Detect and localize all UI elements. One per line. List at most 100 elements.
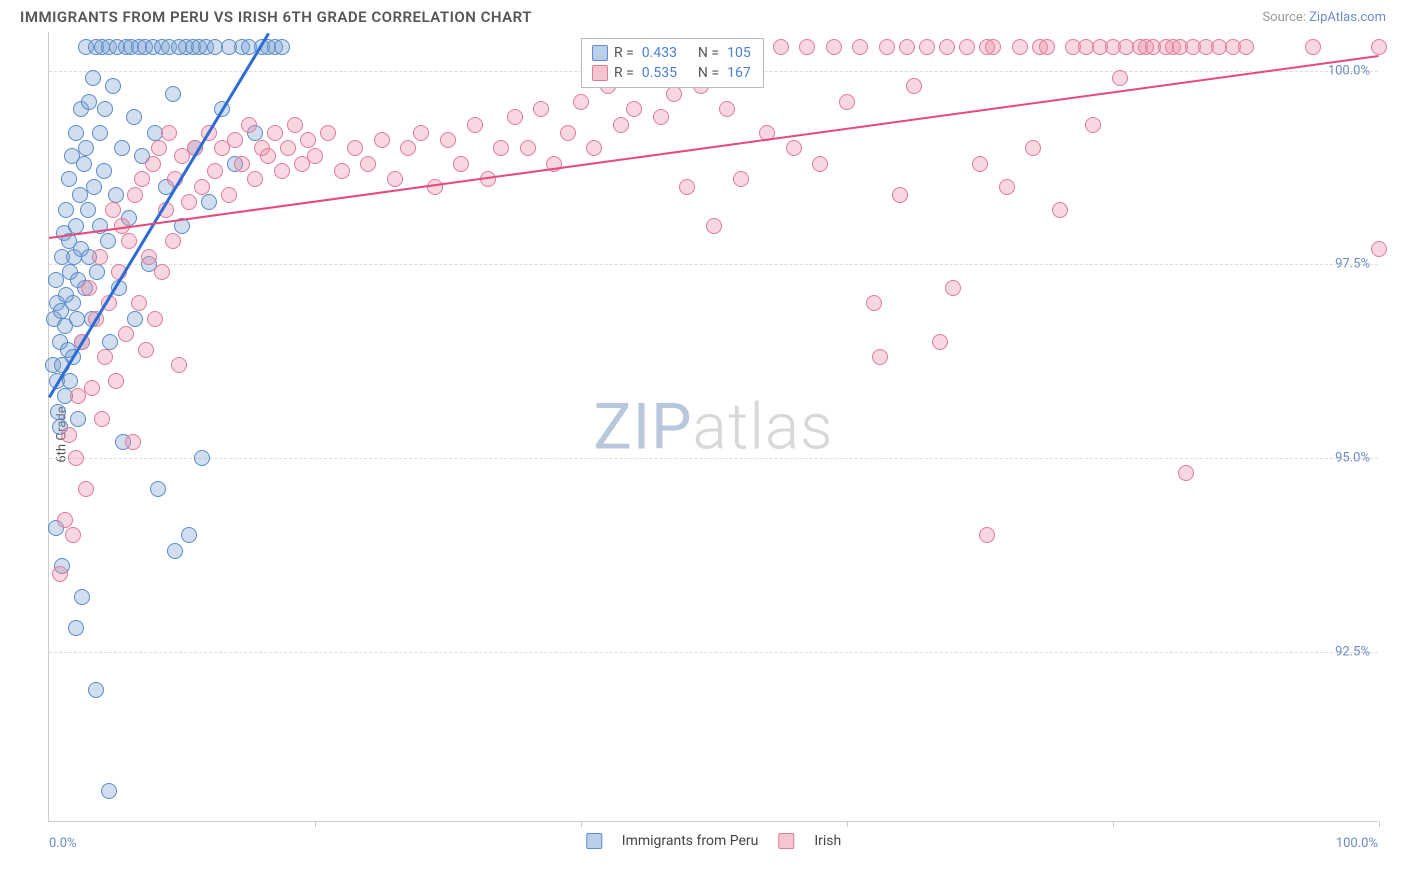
r-label: R = [614, 45, 634, 61]
data-point [181, 527, 197, 543]
x-tick-label: 100.0% [1336, 836, 1378, 851]
data-point [105, 78, 121, 94]
source-link[interactable]: ZipAtlas.com [1309, 10, 1386, 25]
data-point [165, 86, 181, 102]
data-point [84, 380, 100, 396]
data-point [560, 125, 576, 141]
n-label: N = [698, 45, 719, 61]
n-value: 105 [727, 45, 751, 61]
series-legend: Immigrants from PeruIrish [586, 833, 841, 849]
data-point [61, 427, 77, 443]
data-point [114, 140, 130, 156]
y-tick-label: 100.0% [1328, 63, 1370, 78]
data-point [201, 194, 217, 210]
source-label: Source: [1262, 10, 1305, 25]
data-point [906, 78, 922, 94]
data-point [61, 171, 77, 187]
r-label: R = [614, 65, 634, 81]
data-point [68, 218, 84, 234]
data-point [347, 140, 363, 156]
data-point [147, 311, 163, 327]
data-point [69, 311, 85, 327]
data-point [872, 349, 888, 365]
data-point [773, 39, 789, 55]
data-point [1238, 39, 1254, 55]
data-point [799, 39, 815, 55]
data-point [89, 264, 105, 280]
data-point [81, 280, 97, 296]
x-tick [1113, 821, 1114, 827]
watermark-atlas: atlas [693, 389, 834, 464]
watermark: ZIPatlas [593, 389, 833, 464]
data-point [247, 171, 263, 187]
stats-legend-row: R = 0.535 N = 167 [592, 63, 753, 83]
data-point [100, 233, 116, 249]
x-tick [1379, 821, 1380, 827]
data-point [666, 86, 682, 102]
data-point [985, 39, 1001, 55]
data-point [207, 163, 223, 179]
n-value: 167 [727, 65, 751, 81]
data-point [892, 187, 908, 203]
y-tick-label: 95.0% [1335, 450, 1370, 465]
data-point [76, 156, 92, 172]
data-point [141, 249, 157, 265]
data-point [939, 39, 955, 55]
data-point [1305, 39, 1321, 55]
watermark-zip: ZIP [593, 389, 692, 464]
data-point [979, 527, 995, 543]
data-point [92, 125, 108, 141]
x-tick-label: 0.0% [49, 836, 77, 851]
legend-swatch [586, 833, 602, 849]
data-point [70, 411, 86, 427]
data-point [374, 132, 390, 148]
data-point [733, 171, 749, 187]
data-point [138, 342, 154, 358]
chart-wrap: 6th Grade ZIPatlas 100.0%97.5%95.0%92.5%… [48, 32, 1386, 822]
data-point [52, 566, 68, 582]
data-point [57, 512, 73, 528]
data-point [151, 140, 167, 156]
data-point [145, 156, 161, 172]
data-point [85, 70, 101, 86]
data-point [96, 163, 112, 179]
data-point [221, 187, 237, 203]
n-label: N = [698, 65, 719, 81]
data-point [68, 620, 84, 636]
data-point [839, 94, 855, 110]
data-point [194, 450, 210, 466]
data-point [440, 132, 456, 148]
data-point [78, 140, 94, 156]
data-point [613, 117, 629, 133]
data-point [959, 39, 975, 55]
data-point [131, 295, 147, 311]
r-value: 0.535 [642, 65, 677, 81]
data-point [413, 125, 429, 141]
data-point [126, 109, 142, 125]
data-point [1012, 39, 1028, 55]
data-point [786, 140, 802, 156]
legend-swatch [592, 45, 608, 61]
data-point [154, 264, 170, 280]
gridline [49, 458, 1378, 459]
data-point [88, 682, 104, 698]
data-point [274, 39, 290, 55]
data-point [826, 39, 842, 55]
data-point [1039, 39, 1055, 55]
data-point [150, 481, 166, 497]
stats-legend: R =0.433 N =105R =0.535 N =167 [581, 38, 764, 88]
data-point [241, 117, 257, 133]
data-point [287, 117, 303, 133]
data-point [74, 589, 90, 605]
data-point [300, 132, 316, 148]
data-point [97, 101, 113, 117]
data-point [274, 163, 290, 179]
data-point [234, 156, 250, 172]
data-point [92, 249, 108, 265]
data-point [68, 125, 84, 141]
data-point [161, 125, 177, 141]
data-point [1025, 140, 1041, 156]
data-point [879, 39, 895, 55]
data-point [165, 233, 181, 249]
data-point [1052, 202, 1068, 218]
